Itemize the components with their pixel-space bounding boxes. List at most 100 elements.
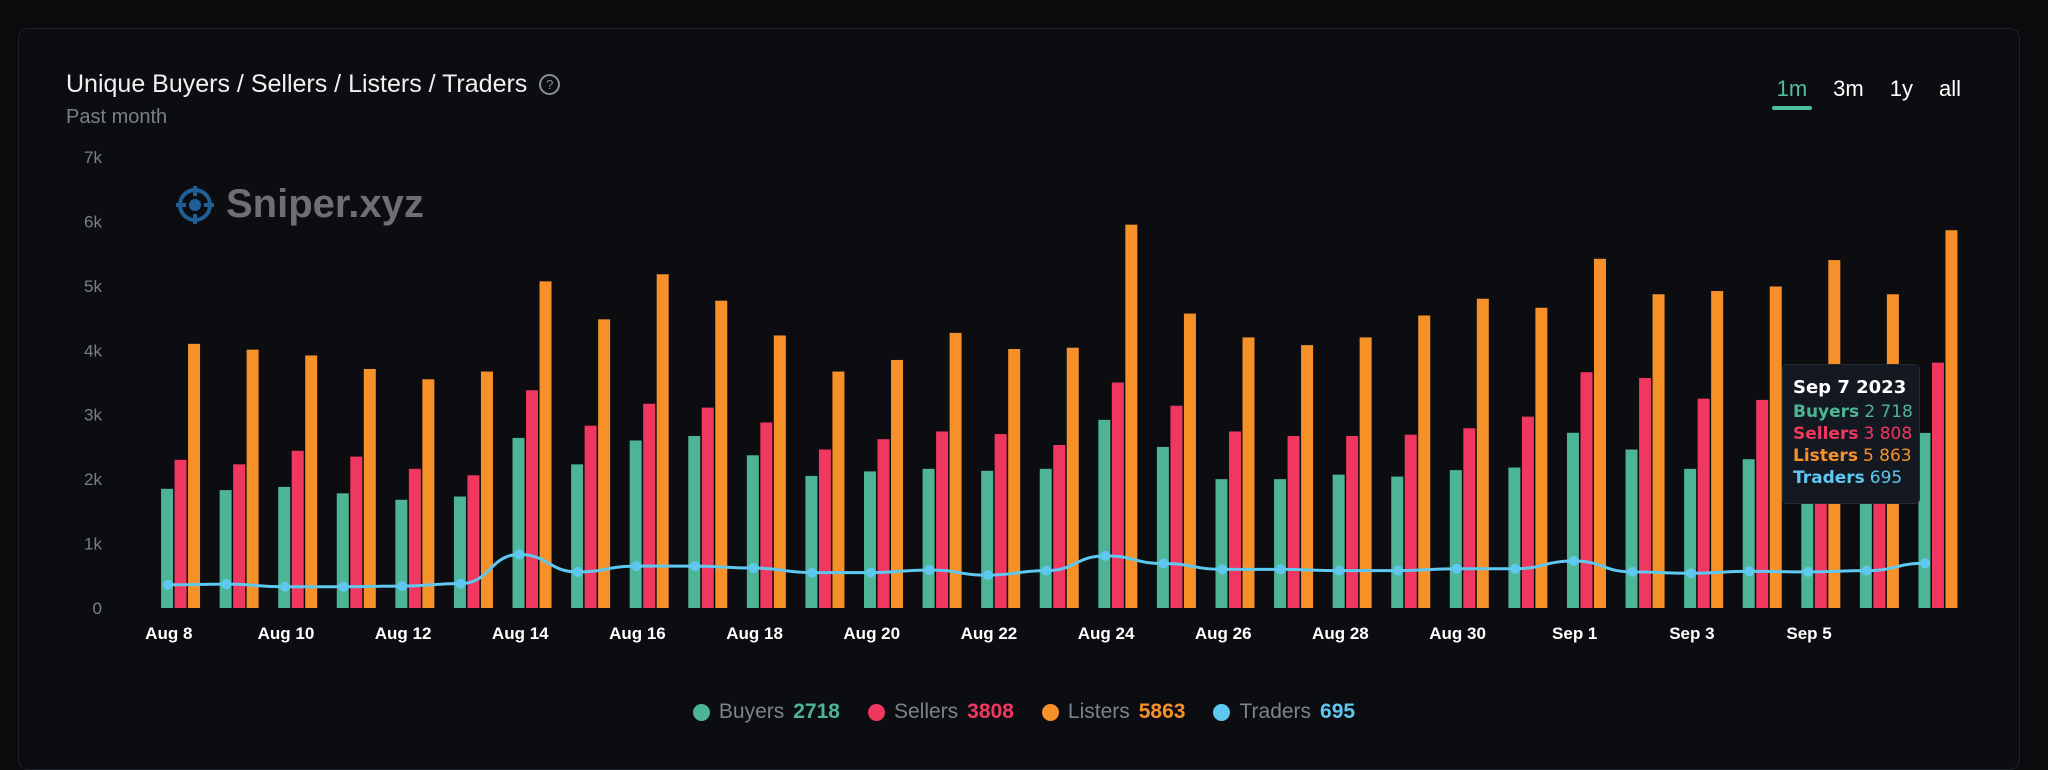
bar-buyers [512, 437, 525, 608]
bar-buyers [864, 471, 877, 608]
bar-listers [1535, 307, 1548, 608]
point-traders [1041, 565, 1052, 576]
bar-sellers [701, 407, 714, 608]
tooltip-value: 2 718 [1864, 402, 1913, 422]
bar-listers [1242, 337, 1255, 608]
bar-sellers [1228, 431, 1241, 608]
bar-listers [598, 319, 611, 608]
legend-value: 5863 [1138, 700, 1186, 723]
bar-sellers [994, 434, 1007, 608]
crosshair-logo-icon [176, 185, 214, 224]
legend-label: Buyers [718, 700, 785, 723]
point-traders [1510, 563, 1521, 574]
bar-sellers [1404, 434, 1417, 608]
legend-value: 2718 [793, 700, 840, 723]
bar-sellers [643, 403, 656, 608]
legend-item-sellers[interactable]: Sellers 3808 [867, 700, 1014, 724]
chart-tooltip: Sep 7 2023 Buyers 2 718 Sellers 3 808 List… [1782, 364, 1920, 504]
legend-item-traders[interactable]: Traders 695 [1213, 700, 1355, 724]
bar-listers [188, 343, 201, 608]
watermark-text: Sniper.xyz [226, 182, 424, 226]
bar-buyers [1098, 419, 1111, 608]
bar-sellers [526, 390, 539, 608]
legend-value: 695 [1320, 700, 1356, 723]
bar-sellers [1346, 435, 1359, 608]
legend-item-listers[interactable]: Listers 5863 [1041, 700, 1186, 724]
x-tick-label: Aug 18 [726, 624, 783, 643]
bar-listers [773, 335, 786, 608]
x-tick-label: Aug 30 [1429, 624, 1486, 643]
bar-buyers [1742, 459, 1755, 608]
bar-listers [1711, 291, 1724, 608]
bar-buyers [1391, 476, 1404, 608]
point-traders [1392, 565, 1403, 576]
point-traders [1744, 566, 1755, 577]
bar-sellers [1580, 372, 1593, 608]
bar-buyers [1215, 479, 1228, 608]
tab-3m[interactable]: 3m [1833, 76, 1864, 101]
x-tick-label: Sep 3 [1669, 624, 1714, 643]
bar-buyers [688, 435, 701, 608]
point-traders [1568, 555, 1579, 566]
legend-label: Listers [1067, 700, 1130, 723]
bar-sellers [1639, 377, 1652, 608]
tab-1y[interactable]: 1y [1889, 76, 1913, 101]
legend-dot-sellers [867, 703, 885, 721]
tooltip-label: Buyers [1793, 402, 1860, 422]
tooltip-row-listers: Listers 5 863 [1793, 446, 1912, 466]
bar-buyers [1156, 446, 1169, 608]
tooltip-value: 5 863 [1862, 446, 1912, 466]
bar-listers [1183, 313, 1196, 608]
bar-buyers [1625, 449, 1638, 608]
point-traders [924, 564, 935, 575]
tab-1m[interactable]: 1m [1764, 76, 1821, 110]
y-tick-label: 6k [84, 212, 102, 231]
bar-listers [1418, 315, 1431, 608]
tooltip-label: Sellers [1793, 424, 1859, 444]
bar-buyers [922, 468, 935, 608]
x-tick-label: Aug 20 [843, 624, 900, 643]
bar-listers [1476, 298, 1489, 608]
tab-all[interactable]: all [1938, 76, 1961, 101]
bar-listers [949, 332, 962, 608]
bar-sellers [291, 450, 304, 608]
point-traders [1861, 565, 1872, 576]
bar-listers [1008, 348, 1021, 608]
x-tick-label: Aug 24 [1078, 624, 1135, 643]
bar-buyers [571, 464, 584, 608]
point-traders [1275, 564, 1286, 575]
bar-sellers [1697, 398, 1710, 608]
bar-listers [1945, 230, 1958, 608]
bar-listers [1769, 286, 1782, 608]
bar-buyers [161, 488, 174, 608]
tooltip-date: Sep 7 2023 [1793, 377, 1907, 398]
chart-subtitle: Past month [66, 106, 168, 128]
bar-buyers [1508, 467, 1521, 608]
legend-value: 3808 [967, 700, 1014, 723]
bar-sellers [408, 468, 421, 608]
tooltip-row-sellers: Sellers 3 808 [1793, 424, 1912, 444]
bar-buyers [805, 475, 818, 608]
point-traders [982, 570, 993, 581]
x-tick-label: Sep 5 [1786, 624, 1831, 643]
bar-sellers [350, 456, 363, 608]
bar-buyers [219, 490, 232, 608]
bar-buyers [1918, 432, 1931, 608]
bar-listers [246, 349, 259, 608]
bar-listers [1066, 347, 1079, 608]
point-traders [1920, 558, 1931, 569]
tooltip-label: Listers [1793, 446, 1858, 466]
point-traders [690, 561, 701, 572]
bar-listers [891, 359, 904, 608]
bar-listers [363, 368, 376, 608]
point-traders [1451, 563, 1462, 574]
question-circle-icon[interactable]: ? [539, 74, 561, 95]
point-traders [397, 581, 408, 592]
bar-buyers [278, 486, 291, 608]
legend-dot-traders [1213, 703, 1231, 721]
bar-buyers [1039, 468, 1052, 608]
legend-item-buyers[interactable]: Buyers 2718 [692, 700, 840, 724]
point-traders [1803, 566, 1814, 577]
bar-buyers [1274, 479, 1287, 608]
y-tick-label: 2k [84, 470, 102, 489]
